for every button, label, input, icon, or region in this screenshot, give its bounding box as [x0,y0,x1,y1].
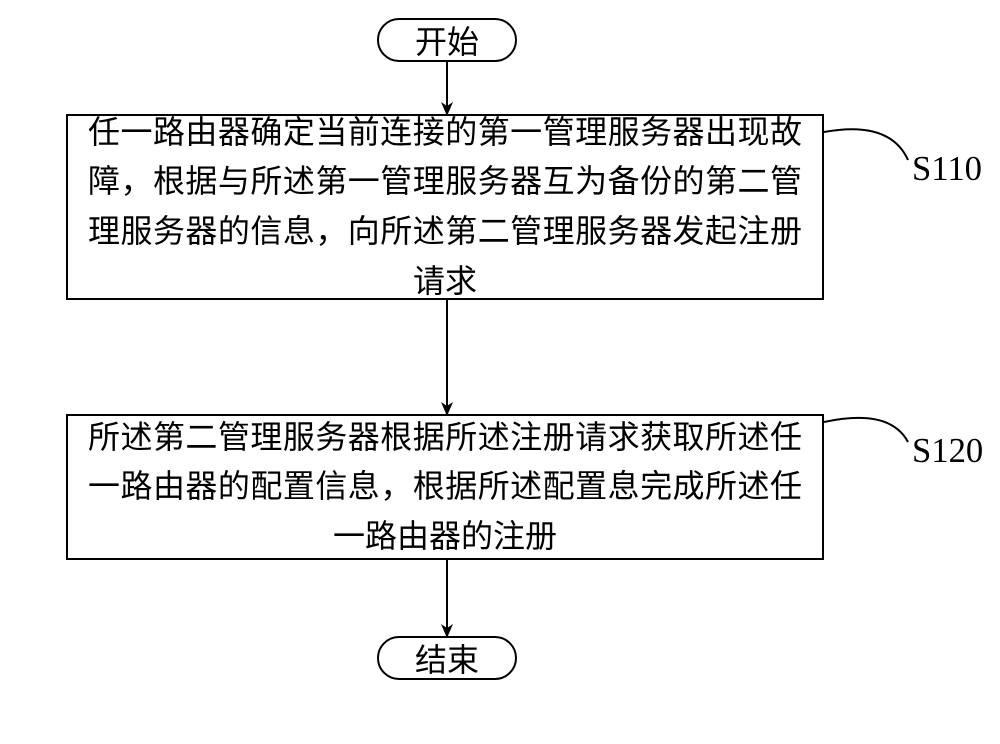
process-s110-text: 任一路由器确定当前连接的第一管理服务器出现故障，根据与所述第一管理服务器互为备份… [88,108,802,306]
label-s110: S110 [912,150,982,189]
start-text: 开始 [415,17,479,63]
process-s120: 所述第二管理服务器根据所述注册请求获取所述任一路由器的配置信息，根据所述配置息完… [66,414,824,560]
label-s120: S120 [912,432,983,471]
end-text: 结束 [415,635,479,681]
process-s120-text: 所述第二管理服务器根据所述注册请求获取所述任一路由器的配置信息，根据所述配置息完… [88,413,802,562]
end-terminator: 结束 [377,636,517,680]
process-s110: 任一路由器确定当前连接的第一管理服务器出现故障，根据与所述第一管理服务器互为备份… [66,114,824,300]
start-terminator: 开始 [377,18,517,62]
flowchart-canvas: 开始 任一路由器确定当前连接的第一管理服务器出现故障，根据与所述第一管理服务器互… [0,0,1000,744]
